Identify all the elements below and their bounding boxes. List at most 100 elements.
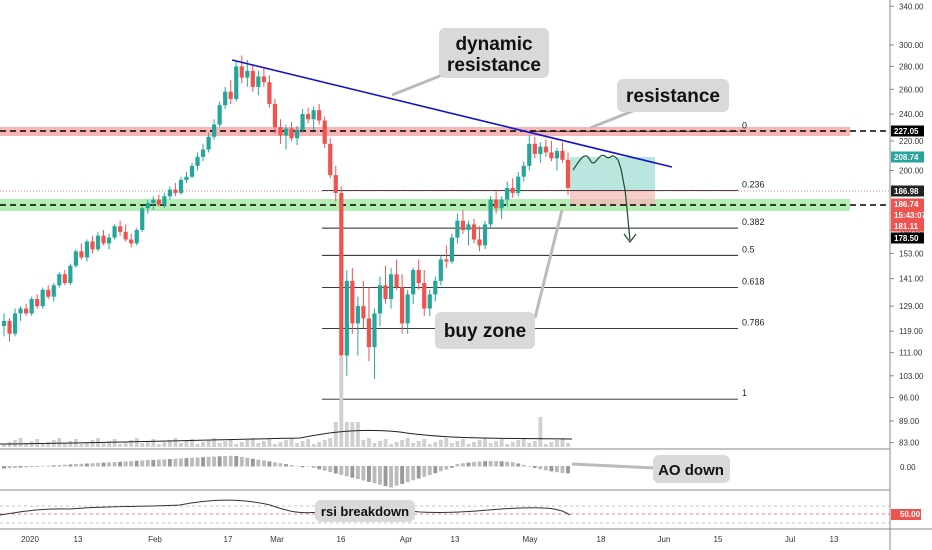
volume-bar <box>472 442 476 447</box>
ao-bar <box>350 466 355 478</box>
volume-bar <box>433 442 438 447</box>
volume-bar <box>35 439 40 447</box>
ao-bar <box>433 466 438 474</box>
candle-body <box>383 285 388 300</box>
price-tag <box>891 125 924 137</box>
volume-bar <box>85 442 89 447</box>
candle-body <box>516 176 521 193</box>
price-tag-label: 15:43:07 <box>894 211 927 220</box>
candle-body <box>317 110 322 121</box>
ao-bar <box>35 466 40 467</box>
volume-bar <box>123 442 128 447</box>
x-tick-label: Jul <box>785 535 795 544</box>
ao-bar <box>62 464 67 467</box>
volume-bar <box>167 440 172 447</box>
ao-bar <box>560 466 565 473</box>
volume-bar <box>212 438 217 447</box>
ao-bar <box>499 461 504 467</box>
candle-body <box>532 143 537 154</box>
ao-bar <box>190 457 194 467</box>
candle-body <box>57 274 62 286</box>
ao-bar <box>40 465 45 467</box>
ao-bar <box>145 460 150 467</box>
volume-bar <box>505 444 510 447</box>
callout-buy-zone: buy zone <box>435 209 564 349</box>
ao-bar <box>101 462 106 467</box>
volume-bar <box>295 443 299 447</box>
volume-bar <box>239 442 244 447</box>
volume-bar <box>112 439 117 447</box>
volume-bar <box>195 444 200 447</box>
ao-bar <box>300 466 305 468</box>
rsi-line <box>0 499 571 516</box>
ao-bar <box>510 462 515 467</box>
price-tags: 227.05 208.74 186.98 186.74 15:43:07 181.11 17… <box>891 125 927 244</box>
x-tick-label: 17 <box>224 535 233 544</box>
candle-body <box>565 159 571 188</box>
candle-body <box>455 220 460 238</box>
volume-bar <box>405 438 410 447</box>
y-tick-label: 103.00 <box>899 372 924 381</box>
candle-body <box>444 259 449 262</box>
ao-bar <box>566 466 570 474</box>
candle-body <box>289 128 294 139</box>
candle-body <box>73 251 78 266</box>
candle-body <box>184 176 189 180</box>
candle-body <box>206 136 211 150</box>
volume-bar <box>317 442 322 447</box>
volume-bar <box>18 438 23 447</box>
candle-body <box>510 187 515 193</box>
ao-bar <box>162 459 167 467</box>
price-tag <box>891 151 924 163</box>
volume-bar <box>560 438 565 447</box>
candle-body <box>322 120 327 144</box>
callout-resistance: resistance <box>589 79 729 130</box>
ao-bar <box>107 462 111 467</box>
callout-dynamic-line2: resistance <box>447 55 541 76</box>
candle-body <box>95 235 101 250</box>
ao-bar <box>267 461 272 467</box>
ao-bar <box>516 463 521 467</box>
y-tick-label: 260.00 <box>899 85 924 94</box>
ao-bar <box>13 466 17 468</box>
volume-bar <box>311 444 316 447</box>
volume-bar <box>162 442 167 447</box>
volume-bar <box>101 443 106 447</box>
ao-histogram <box>2 455 570 488</box>
price-tag <box>891 209 924 221</box>
ao-bar <box>444 466 449 470</box>
candle-body <box>460 220 466 230</box>
volume-bar <box>289 438 294 447</box>
volume-bar <box>7 442 12 447</box>
candle-body <box>538 146 543 154</box>
ao-bar <box>405 466 410 483</box>
candle-body <box>433 280 438 295</box>
candle-body <box>189 165 195 177</box>
candle-body <box>51 285 56 297</box>
volume-bar <box>24 443 29 447</box>
ao-bar <box>239 456 244 467</box>
volume-bar <box>179 443 183 447</box>
candle-body <box>112 226 117 238</box>
ao-bar <box>206 456 211 467</box>
fib-level-label: 0.236 <box>742 179 765 189</box>
ao-bar <box>284 464 288 467</box>
volume-bar <box>400 440 405 447</box>
ao-bar <box>333 466 338 474</box>
volume-bar <box>151 439 156 447</box>
candle-body <box>167 189 172 197</box>
volume-bar <box>521 438 526 447</box>
candle-body <box>90 241 95 250</box>
ao-bar <box>2 466 6 469</box>
ao-bar <box>438 466 443 472</box>
candle-body <box>1 320 7 326</box>
callout-dynamic-line1: dynamic <box>455 34 533 55</box>
candle-body <box>46 289 51 297</box>
ao-bar <box>483 461 487 467</box>
candle-body <box>300 114 305 130</box>
candle-body <box>228 91 233 99</box>
ao-bar <box>372 466 377 484</box>
rsi-value-tag <box>891 509 921 520</box>
volume-bar <box>328 438 333 447</box>
